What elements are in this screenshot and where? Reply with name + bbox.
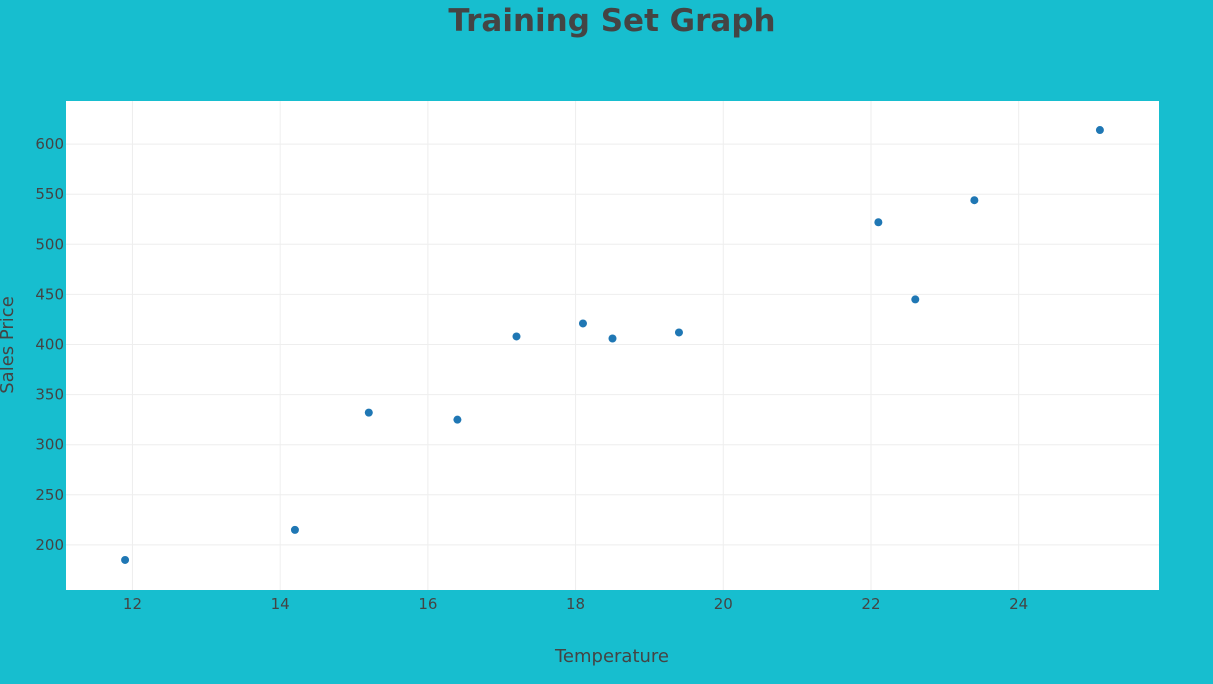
x-tick-label: 18 bbox=[566, 595, 585, 613]
x-tick-label: 16 bbox=[418, 595, 437, 613]
data-point[interactable] bbox=[911, 295, 920, 304]
data-point[interactable] bbox=[290, 525, 299, 534]
data-point[interactable] bbox=[608, 334, 617, 343]
y-tick-label: 400 bbox=[35, 335, 64, 353]
chart-title: Training Set Graph bbox=[448, 3, 775, 39]
y-tick-label: 250 bbox=[35, 486, 64, 504]
x-tick-label: 24 bbox=[1009, 595, 1028, 613]
data-point[interactable] bbox=[874, 218, 883, 227]
y-tick-label: 350 bbox=[35, 386, 64, 404]
y-axis-label: Sales Price bbox=[0, 296, 18, 394]
x-axis-ticks: 12 14 16 18 20 22 24 bbox=[123, 595, 1028, 613]
y-tick-label: 550 bbox=[35, 185, 64, 203]
data-point[interactable] bbox=[121, 555, 130, 564]
data-point[interactable] bbox=[512, 332, 521, 341]
y-tick-label: 300 bbox=[35, 436, 64, 454]
data-point[interactable] bbox=[970, 196, 979, 205]
x-tick-label: 20 bbox=[714, 595, 733, 613]
y-tick-label: 200 bbox=[35, 536, 64, 554]
x-tick-label: 22 bbox=[861, 595, 880, 613]
data-point[interactable] bbox=[1095, 126, 1104, 135]
gridlines bbox=[66, 101, 1159, 590]
y-axis-ticks: 200 250 300 350 400 450 500 550 600 bbox=[35, 135, 64, 554]
data-point[interactable] bbox=[364, 408, 373, 417]
data-points bbox=[121, 126, 1104, 564]
y-tick-label: 500 bbox=[35, 235, 64, 253]
x-tick-label: 14 bbox=[271, 595, 290, 613]
y-tick-label: 450 bbox=[35, 285, 64, 303]
y-tick-label: 600 bbox=[35, 135, 64, 153]
x-axis-label: Temperature bbox=[554, 646, 669, 667]
plot-area bbox=[66, 101, 1159, 590]
x-tick-label: 12 bbox=[123, 595, 142, 613]
data-point[interactable] bbox=[578, 319, 587, 328]
data-point[interactable] bbox=[674, 328, 683, 337]
data-point[interactable] bbox=[453, 415, 462, 424]
